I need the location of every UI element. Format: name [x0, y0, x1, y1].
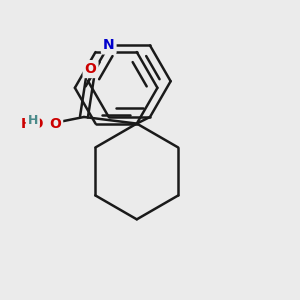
Text: HO: HO [21, 117, 44, 130]
Text: N: N [103, 38, 115, 52]
Text: O: O [85, 62, 97, 76]
Text: H: H [28, 114, 38, 127]
Text: O: O [49, 117, 61, 130]
